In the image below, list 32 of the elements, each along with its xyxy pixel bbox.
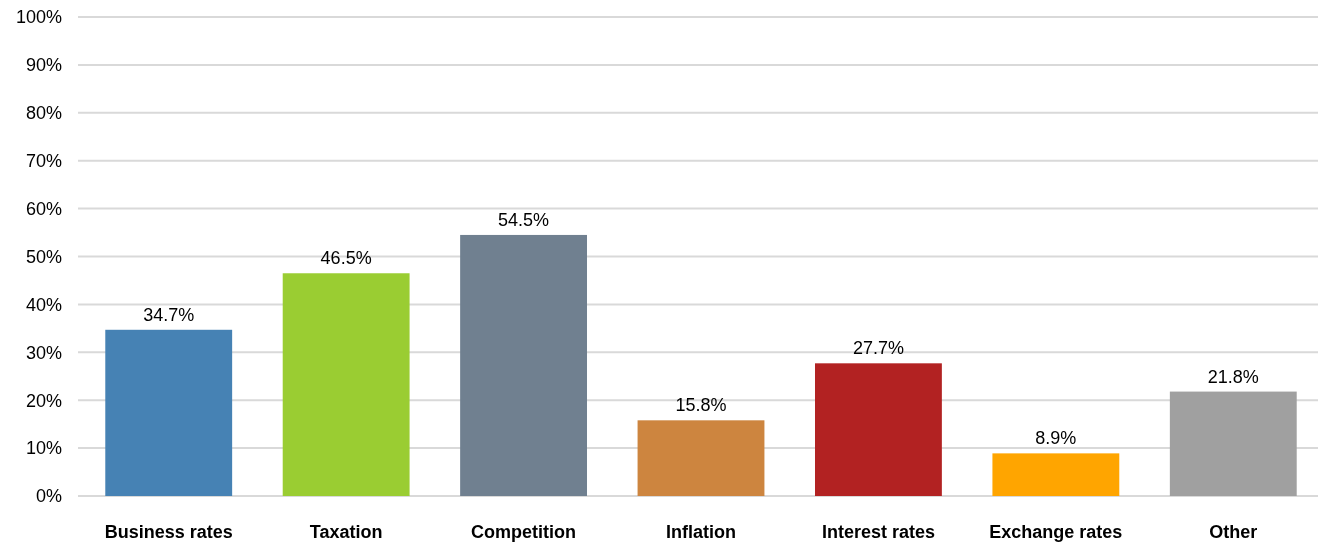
y-tick-label: 10%	[25, 438, 62, 459]
x-tick-label: Business rates	[104, 522, 233, 542]
x-tick-label: Other	[1209, 522, 1258, 542]
x-tick-label: Exchange rates	[989, 522, 1123, 542]
y-tick-label: 30%	[25, 342, 62, 363]
data-label: 8.9%	[1035, 428, 1077, 449]
x-tick-label: Competition	[471, 522, 577, 542]
data-label: 27.7%	[852, 338, 904, 359]
y-tick-label: 60%	[25, 198, 62, 219]
data-label: 21.8%	[1207, 366, 1259, 387]
x-tick-label: Taxation	[309, 522, 383, 542]
bar	[460, 234, 587, 496]
y-tick-label: 90%	[25, 55, 62, 76]
y-tick-label: 40%	[25, 294, 62, 315]
bar	[637, 420, 765, 496]
x-tick-label: Inflation	[666, 522, 736, 542]
x-tick-label: Interest rates	[821, 522, 935, 542]
bar	[282, 273, 410, 496]
y-tick-label: 70%	[25, 151, 62, 171]
bar	[105, 329, 233, 496]
bar	[992, 453, 1120, 496]
data-label: 15.8%	[675, 395, 727, 416]
y-tick-label: 50%	[25, 246, 62, 267]
bar	[1169, 391, 1297, 496]
y-tick-label: 0%	[35, 486, 62, 507]
data-label: 46.5%	[320, 248, 372, 269]
bar	[815, 363, 942, 496]
data-label: 54.5%	[498, 209, 550, 230]
y-tick-label: 80%	[25, 103, 62, 124]
y-tick-label: 20%	[25, 390, 62, 411]
y-tick-label: 100%	[15, 7, 62, 28]
data-label: 34.7%	[143, 304, 195, 325]
